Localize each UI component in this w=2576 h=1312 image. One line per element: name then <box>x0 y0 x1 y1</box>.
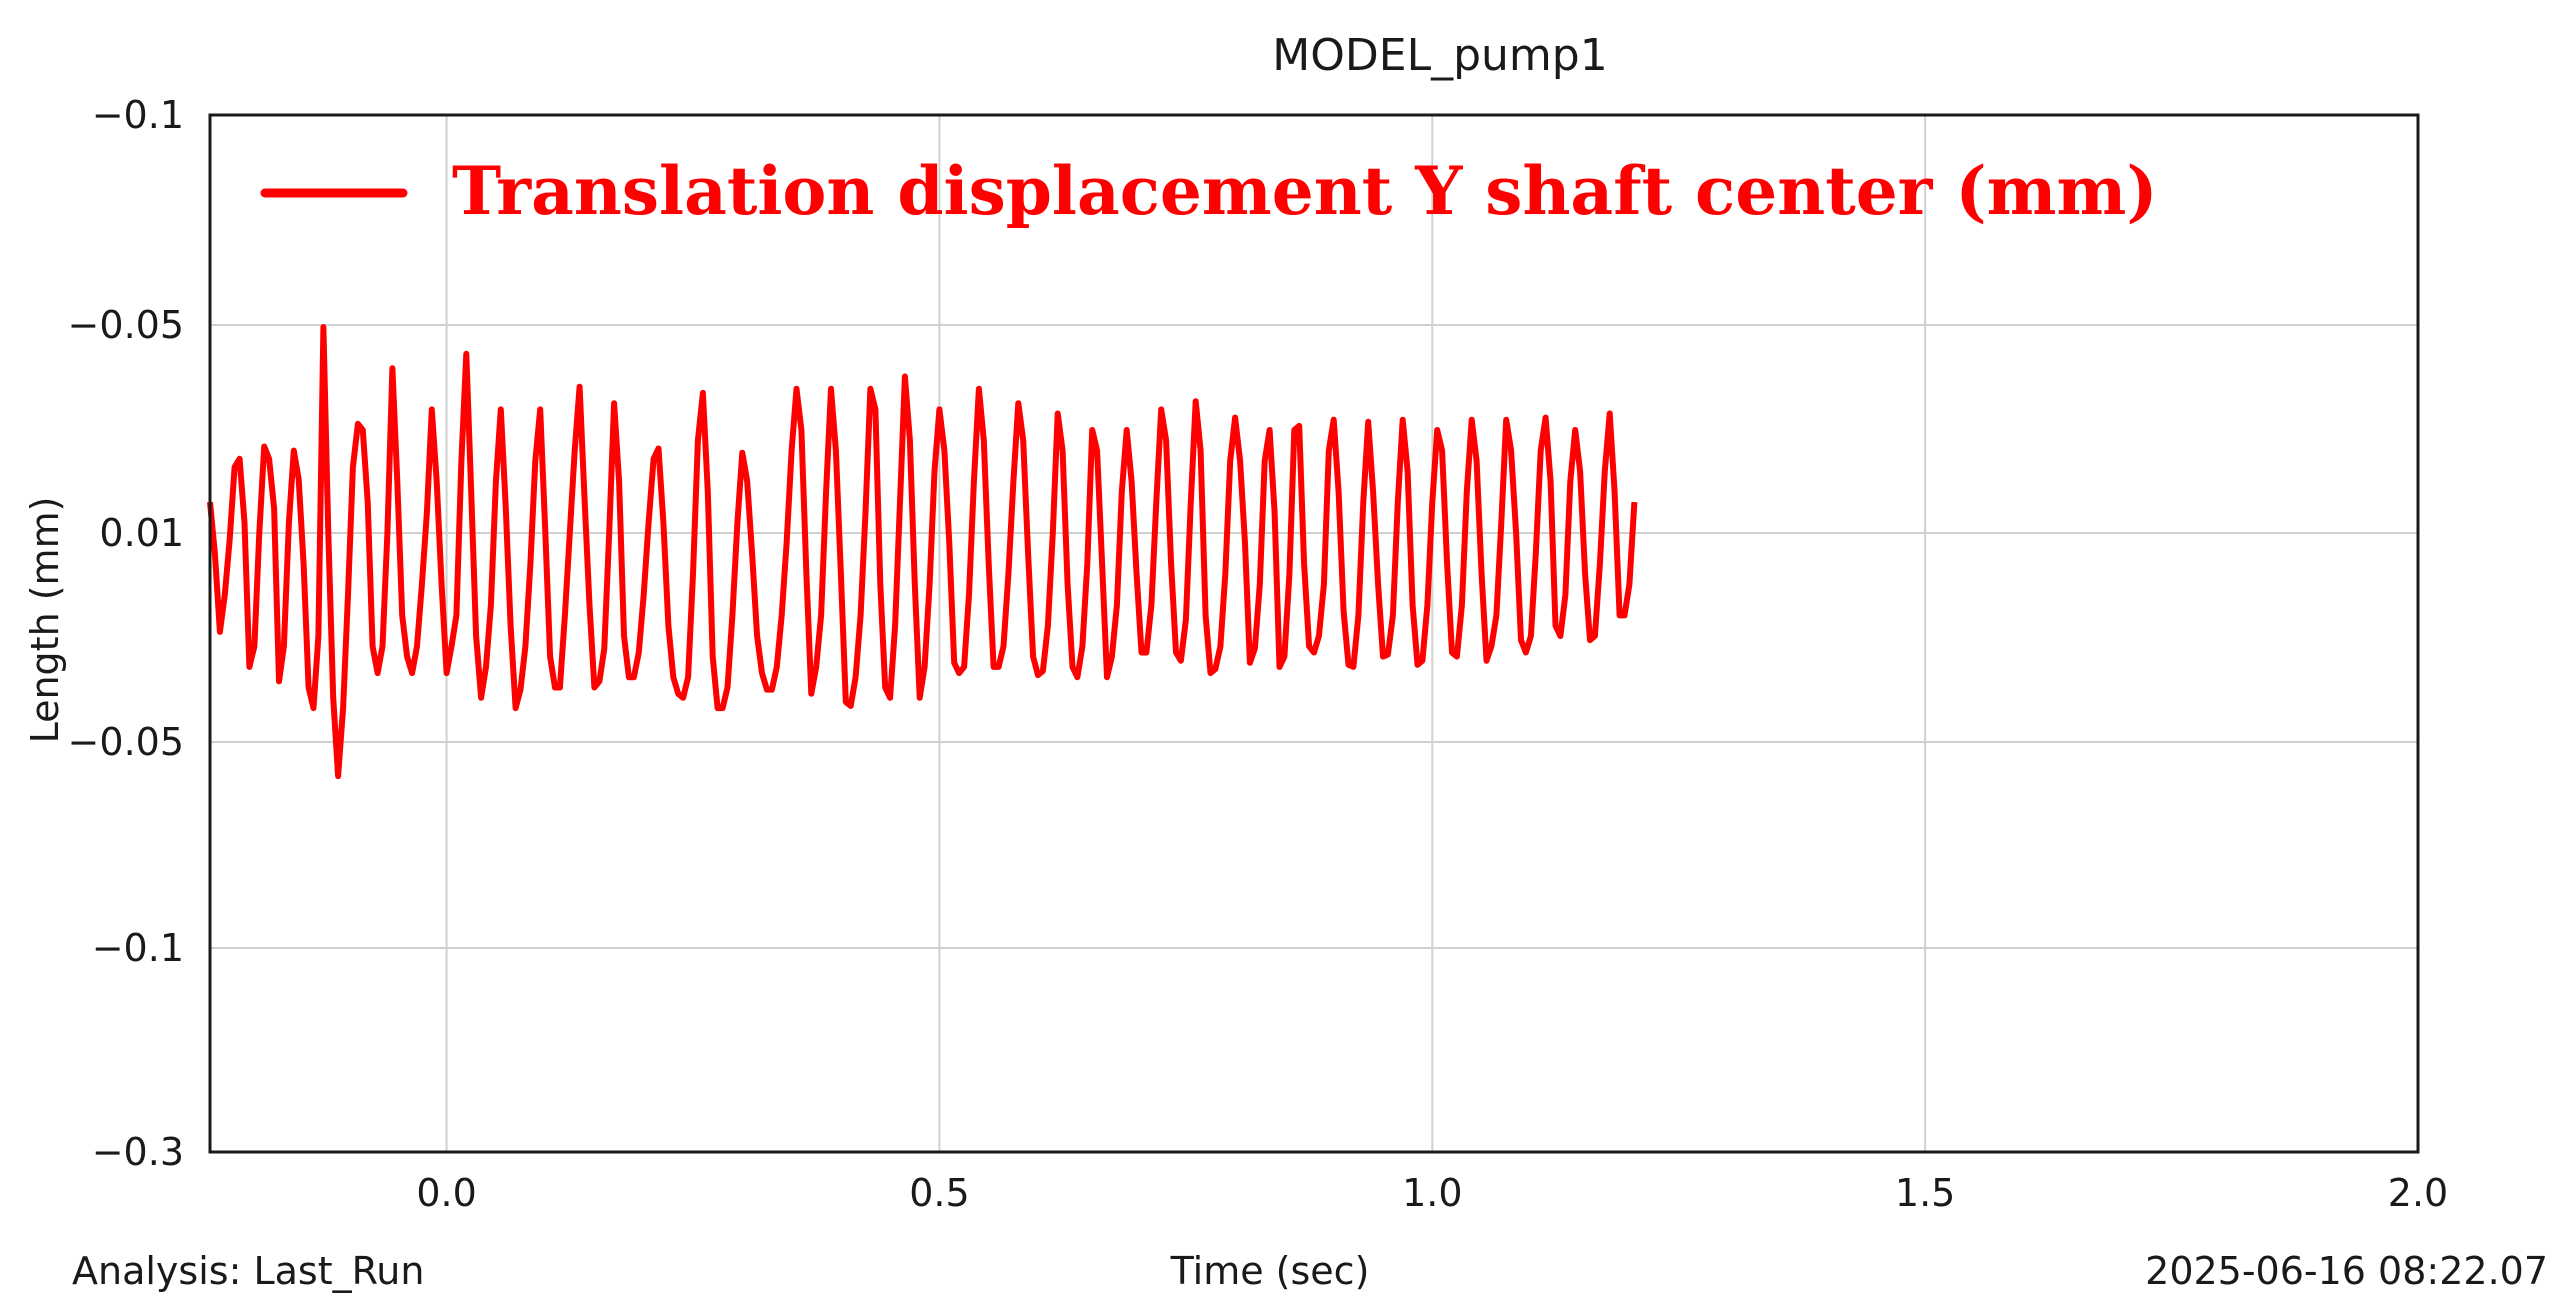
legend-label: Translation displacement Y shaft center … <box>452 152 2158 230</box>
grid <box>210 115 2418 1152</box>
x-tick-label: 1.5 <box>1895 1171 1955 1215</box>
analysis-label: Analysis: Last_Run <box>72 1249 424 1293</box>
x-axis-label: Time (sec) <box>1170 1249 1370 1293</box>
chart-title: MODEL_pump1 <box>1272 30 1607 81</box>
y-tick-labels: −0.1 −0.05 0.01 −0.05 −0.1 −0.3 <box>68 93 184 1174</box>
legend: Translation displacement Y shaft center … <box>260 152 2158 230</box>
series-layer <box>207 324 1638 780</box>
y-axis-label: Length (mm) <box>23 497 67 744</box>
y-tick-label: −0.05 <box>68 303 184 347</box>
y-tick-label: −0.1 <box>92 926 184 970</box>
y-tick-label: −0.3 <box>92 1130 184 1174</box>
y-tick-label: −0.1 <box>92 93 184 137</box>
timestamp: 2025-06-16 08:22.07 <box>2145 1249 2548 1293</box>
x-tick-label: 1.0 <box>1402 1171 1462 1215</box>
x-tick-labels: 0.0 0.5 1.0 1.5 2.0 <box>416 1171 2448 1215</box>
plot-frame <box>208 113 2420 1154</box>
x-tick-label: 2.0 <box>2388 1171 2448 1215</box>
y-tick-label: 0.01 <box>99 511 184 555</box>
y-tick-label: −0.05 <box>68 720 184 764</box>
series-line <box>207 324 1638 780</box>
x-tick-label: 0.5 <box>909 1171 969 1215</box>
x-tick-label: 0.0 <box>416 1171 476 1215</box>
